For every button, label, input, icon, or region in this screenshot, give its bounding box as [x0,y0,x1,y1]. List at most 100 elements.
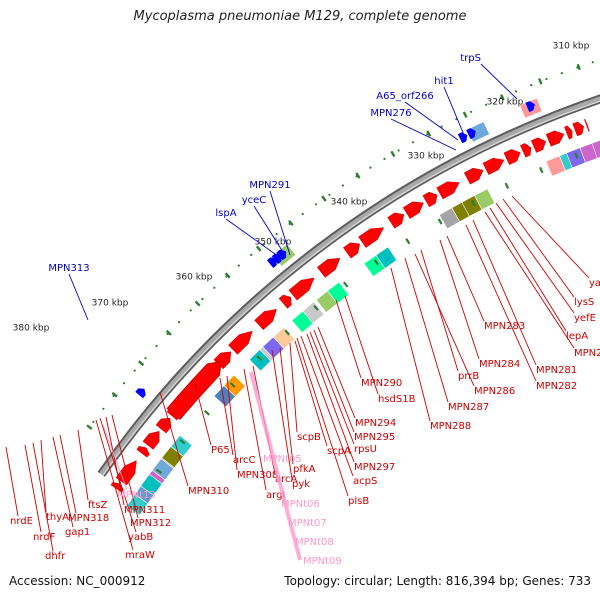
feature-block [591,139,600,159]
leader-line [24,444,42,533]
leader-line [68,273,89,321]
scale-dot [530,84,533,87]
leader-line [225,218,276,255]
gene-arrow [228,330,253,355]
scale-dot [560,72,563,75]
inner-scale-tick [373,259,379,266]
leader-line [271,349,293,480]
inner-gene-label: MPN290 [361,378,402,389]
leader-line [414,253,475,387]
inner-gene-label: yefE [574,313,596,324]
scale-dot [123,382,126,385]
feature-block [170,434,193,457]
inner-gene-label: ftsZ [88,500,107,511]
inner-gene-label: nrdF [33,532,56,543]
leader-line [306,333,355,463]
inner-gene-label: MPN280 [574,348,600,359]
inner-gene-label: MPN282 [536,381,577,392]
inner-gene-label: plsB [348,496,369,507]
inner-gene-label: MPN288 [430,421,471,432]
scale-dot [397,149,400,152]
inner-gene-label: yabB [128,532,153,543]
kbp-label: 340 kbp [331,198,368,208]
kbp-label: 380 kbp [13,324,50,334]
scale-tick [288,219,294,227]
scale-tick [538,78,543,85]
gene-arrow [572,121,585,137]
accession-text: Accession: NC_000912 [9,574,146,588]
scale-dot [144,357,147,360]
inner-scale-tick [405,238,411,245]
leader-line [313,329,355,433]
gene-arrow [387,212,405,229]
leader-line [111,414,139,519]
leader-line [289,342,298,433]
scale-tick [426,130,432,137]
gene-arrow [213,351,232,370]
gene-arrow [316,257,341,278]
leader-line [443,86,465,136]
scale-dot [102,407,105,410]
gene-arrow [482,157,505,175]
inner-gene-label: MPN281 [536,365,577,376]
inner-gene-label: MPN297 [354,462,395,473]
feature-block [375,246,398,269]
inner-gene-label: mraW [125,550,155,561]
scale-dot [201,297,204,301]
gene-arrow-large [166,360,222,420]
reverse-gene-arrow [466,128,476,140]
scale-dot [155,344,158,348]
inner-gene-label: pyk [292,479,310,490]
inner-gene-label: argI [266,490,285,501]
feature-block [302,301,325,324]
scale-dot [514,90,518,93]
scale-dot [92,420,95,423]
outer-gene-label: A65_orf266 [376,91,433,102]
scale-dot [275,232,278,236]
kbp-label: 360 kbp [176,273,213,283]
inner-gene-label: scpA [327,446,351,457]
scale-dot [237,264,240,267]
inner-gene-label: MPN295 [354,432,395,443]
inner-gene-label: MPN294 [355,418,396,429]
inner-scale-tick [179,438,186,445]
scale-tick [462,111,468,118]
genome-backbone-highlight [102,100,600,476]
feature-block [272,326,296,350]
scale-dot [591,61,594,64]
trna-label: MPNt07 [288,518,327,529]
inner-gene-label: MPN311 [124,505,165,516]
leader-line [40,439,47,513]
leader-line [32,442,54,552]
trna-label: MPNt09 [303,556,342,567]
inner-gene-label: arcA [275,474,298,485]
scale-dot [470,110,473,113]
leader-line [502,198,575,298]
feature-block [474,188,496,211]
leader-line [404,257,449,403]
scale-tick [321,195,327,202]
leader-line [5,446,19,517]
inner-gene-label: dhfr [45,551,66,562]
genome-backbone-group [97,94,600,477]
scale-tick [194,300,201,307]
trna-label: MPNt05 [263,454,302,465]
scale-dot [341,184,344,187]
gene-arrow [530,137,547,153]
feature-block [327,281,350,304]
inner-scale-tick [155,468,163,474]
scale-dot [383,157,386,160]
trna-label: MPNt13 [117,490,156,501]
inner-gene-label: nrdE [10,516,33,527]
leader-line [446,235,485,322]
inner-scale-tick [539,166,544,174]
inner-gene-label: MPN284 [479,359,520,370]
leader-line [309,331,355,445]
scale-dot [133,369,136,372]
leader-line [300,335,354,477]
gene-arrow [278,294,292,309]
scale-dot [484,103,488,106]
leader-line [253,205,284,253]
